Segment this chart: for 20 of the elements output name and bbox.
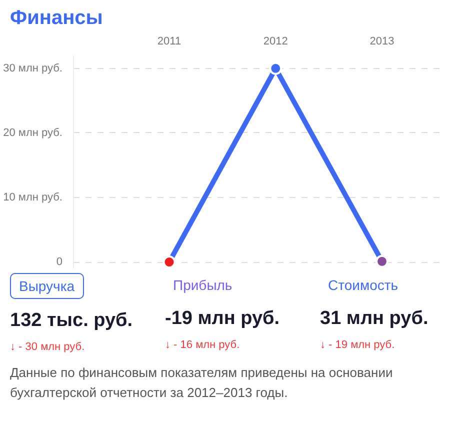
y-tick-label: 10 млн руб.	[3, 191, 63, 204]
point	[162, 255, 176, 268]
x-tick-label: 2012	[263, 35, 288, 48]
text: 31 млн руб.	[320, 306, 428, 331]
text: Данные по финансовым показателям приведены на основании бухгалтерской отчетности за 2012–2013 годы.	[10, 364, 394, 402]
text: Прибыль	[172, 276, 234, 295]
y-tick-label: 30 млн руб.	[3, 62, 63, 74]
text: 132 тыс. руб.	[10, 308, 133, 333]
text: ↓ - 30 млн руб.	[10, 340, 86, 355]
text: Выручка	[10, 272, 84, 299]
chart-title: Финансы	[10, 6, 103, 31]
text: -19 млн руб.	[165, 306, 280, 331]
y-tick-label: 20 млн руб.	[3, 126, 63, 139]
text: ↓ - 16 млн руб.	[165, 338, 241, 353]
x-tick-label: 2013	[370, 35, 394, 48]
text: ↓ - 19 млн руб.	[320, 338, 396, 353]
point	[375, 254, 388, 268]
x-tick-label: 2011	[157, 35, 182, 48]
y-tick-label: 0	[56, 256, 63, 268]
text: Стоимость	[327, 276, 400, 295]
